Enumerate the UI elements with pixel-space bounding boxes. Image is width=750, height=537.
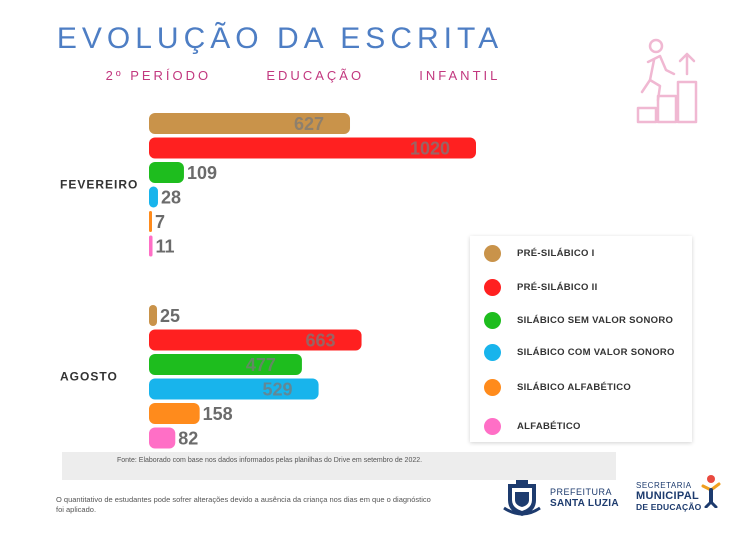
legend-label: SILÁBICO COM VALOR SONORO xyxy=(517,346,675,358)
bar xyxy=(149,354,302,375)
subtitle-period: 2º PERÍODO xyxy=(105,68,212,83)
legend-item: ALFABÉTICO xyxy=(484,415,581,437)
data-label: 25 xyxy=(160,306,180,326)
data-label: 11 xyxy=(156,237,175,257)
category-label: AGOSTO xyxy=(60,370,118,384)
legend-item: PRÉ-SILÁBICO I xyxy=(484,242,595,264)
prefeitura-label-bottom: SANTA LUZIA xyxy=(550,498,619,509)
data-label: 529 xyxy=(263,380,293,400)
secretaria-label-2: MUNICIPAL xyxy=(636,490,699,502)
legend-swatch xyxy=(484,311,501,329)
legend-swatch xyxy=(484,417,501,435)
category-label: FEVEREIRO xyxy=(60,178,138,192)
legend-swatch xyxy=(484,343,501,361)
legend-item: SILÁBICO ALFABÉTICO xyxy=(484,376,631,398)
bar xyxy=(149,378,319,400)
chart-subtitle: 2º PERÍODO EDUCAÇÃO INFANTIL xyxy=(78,68,528,83)
legend-swatch xyxy=(484,244,501,262)
legend-label: SILÁBICO SEM VALOR SONORO xyxy=(517,314,674,326)
bar xyxy=(149,305,158,326)
legend-label: PRÉ-SILÁBICO I xyxy=(517,247,595,259)
bar xyxy=(149,137,476,159)
bar xyxy=(149,329,362,351)
bar xyxy=(149,113,351,134)
data-label: 477 xyxy=(246,355,276,375)
legend-label: ALFABÉTICO xyxy=(517,420,581,432)
prefeitura-logo: PREFEITURA SANTA LUZIA xyxy=(502,476,622,520)
chart-legend: PRÉ-SILÁBICO I PRÉ-SILÁBICO II SILÁBICO … xyxy=(470,236,692,442)
stairs-climb-icon xyxy=(636,38,698,124)
source-note-box: Fonte: Elaborado com base nos dados info… xyxy=(62,452,616,480)
source-note: Fonte: Elaborado com base nos dados info… xyxy=(117,457,423,464)
footnote: O quantitativo de estudantes pode sofrer… xyxy=(56,495,431,514)
legend-swatch xyxy=(484,278,501,296)
data-label: 109 xyxy=(187,163,217,183)
bar xyxy=(149,427,176,449)
legend-item: PRÉ-SILÁBICO II xyxy=(484,276,598,298)
subtitle-education: EDUCAÇÃO xyxy=(266,68,365,83)
legend-item: SILÁBICO COM VALOR SONORO xyxy=(484,341,675,363)
bar xyxy=(149,211,152,232)
data-label: 158 xyxy=(203,404,233,424)
bar-chart: FEVEREIRO 627 1020 109 28 7 11 AGOSTO 25 663 477 52… xyxy=(60,113,476,449)
secretaria-label-1: SECRETARIA xyxy=(636,481,692,490)
prefeitura-label-top: PREFEITURA xyxy=(550,487,613,497)
legend-label: PRÉ-SILÁBICO II xyxy=(517,281,598,293)
bar xyxy=(149,235,153,257)
data-label: 28 xyxy=(161,188,181,208)
coat-of-arms-icon xyxy=(503,480,541,516)
secretaria-logo: SECRETARIA MUNICIPAL DE EDUCAÇÃO xyxy=(636,474,726,520)
legend-item: SILÁBICO SEM VALOR SONORO xyxy=(484,309,673,331)
bar xyxy=(149,162,184,183)
data-label: 1020 xyxy=(410,139,450,159)
data-label: 663 xyxy=(306,331,336,351)
data-label: 7 xyxy=(155,212,165,232)
bar xyxy=(149,403,200,424)
bar xyxy=(149,186,158,208)
chart-title: EVOLUÇÃO DA ESCRITA xyxy=(56,22,504,55)
data-label: 627 xyxy=(294,114,324,134)
secretaria-label-3: DE EDUCAÇÃO xyxy=(636,502,702,512)
education-figure-icon xyxy=(701,475,721,508)
bars-layer xyxy=(149,113,476,449)
labels-layer: FEVEREIRO 627 1020 109 28 7 11 AGOSTO 25 663 477 52… xyxy=(60,114,450,449)
legend-label: SILÁBICO ALFABÉTICO xyxy=(517,381,632,393)
subtitle-infantil: INFANTIL xyxy=(419,68,501,83)
data-label: 82 xyxy=(178,429,198,449)
legend-swatch xyxy=(484,378,501,396)
